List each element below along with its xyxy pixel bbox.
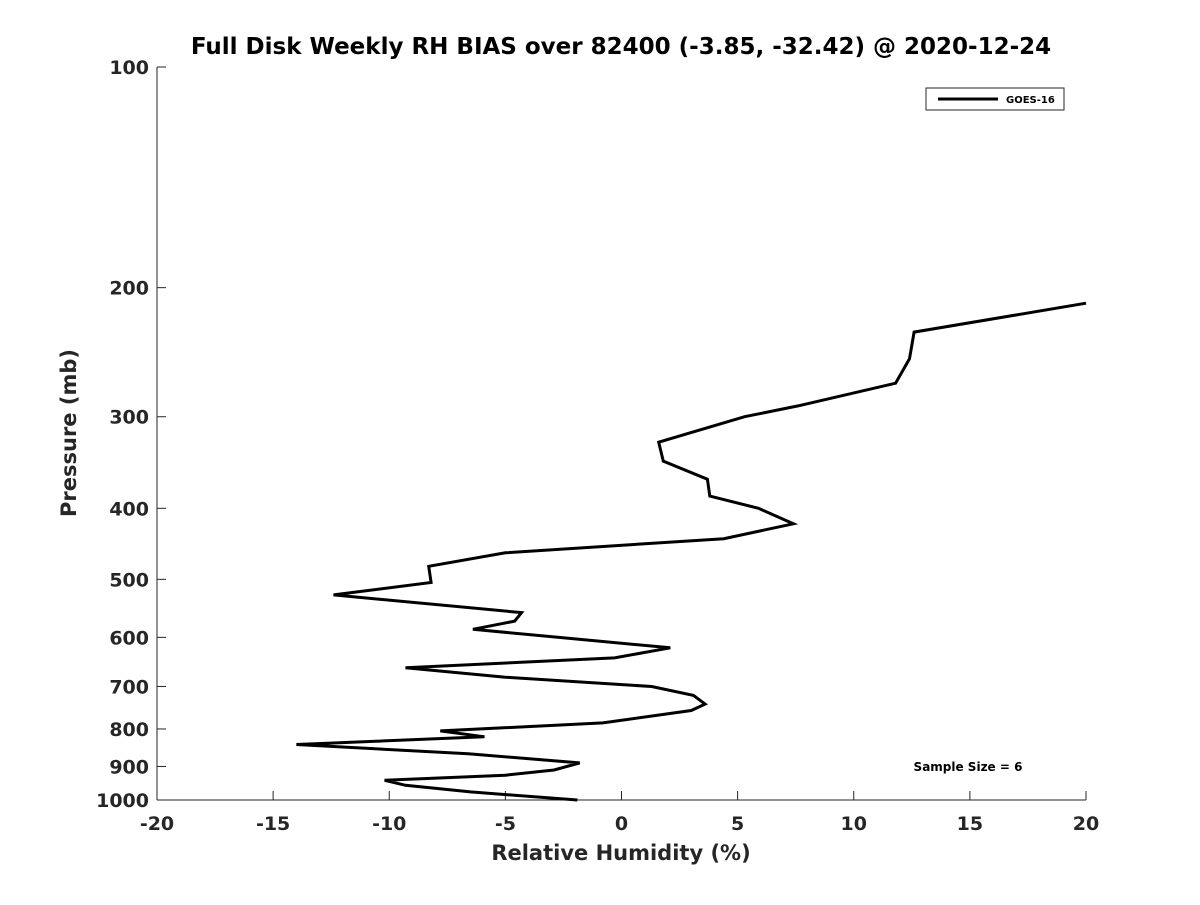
y-tick-label: 300 bbox=[109, 407, 149, 429]
x-tick-label: 15 bbox=[957, 813, 983, 835]
x-axis-label: Relative Humidity (%) bbox=[491, 841, 750, 865]
sample-size-annotation: Sample Size = 6 bbox=[914, 760, 1023, 774]
x-tick-label: 0 bbox=[615, 813, 628, 835]
y-tick-label: 400 bbox=[109, 498, 149, 520]
x-tick-label: 20 bbox=[1073, 813, 1099, 835]
series-lines bbox=[296, 301, 1087, 802]
y-tick-label: 900 bbox=[109, 756, 149, 778]
y-tick-label: 800 bbox=[109, 719, 149, 741]
x-ticks: -20 -15 -10 -5 0 5 10 15 20 bbox=[140, 791, 1099, 835]
x-tick-label: -20 bbox=[140, 813, 174, 835]
x-tick-label: 10 bbox=[841, 813, 867, 835]
legend: GOES-16 bbox=[925, 87, 1065, 111]
y-axis-label: Pressure (mb) bbox=[57, 349, 81, 517]
y-ticks: 100 200 300 400 500 600 700 800 900 1000 bbox=[96, 57, 166, 812]
legend-label-goes-16: GOES-16 bbox=[1006, 95, 1055, 106]
chart-title: Full Disk Weekly RH BIAS over 82400 (-3.… bbox=[191, 34, 1051, 60]
x-tick-label: -15 bbox=[256, 813, 290, 835]
y-tick-label: 600 bbox=[109, 627, 149, 649]
y-tick-label: 100 bbox=[109, 57, 149, 79]
x-tick-label: 5 bbox=[731, 813, 744, 835]
x-tick-label: -5 bbox=[495, 813, 516, 835]
y-tick-label: 200 bbox=[109, 278, 149, 300]
x-tick-label: -10 bbox=[372, 813, 406, 835]
y-tick-label: 1000 bbox=[96, 790, 149, 812]
y-tick-label: 700 bbox=[109, 676, 149, 698]
series-line-goes-16 bbox=[296, 301, 1087, 802]
y-tick-label: 500 bbox=[109, 569, 149, 591]
